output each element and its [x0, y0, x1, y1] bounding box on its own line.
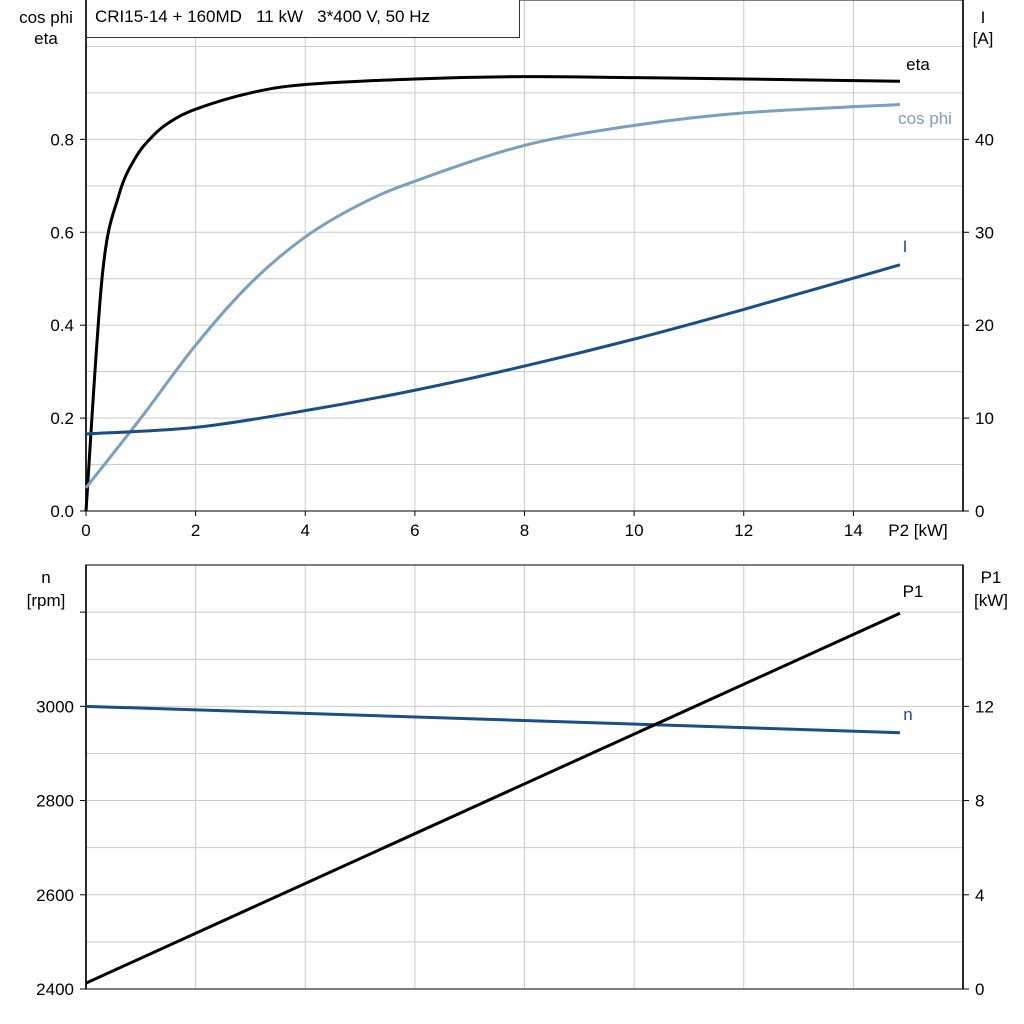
- series-line-eta: [84, 75, 900, 512]
- y-left-axis-label: eta: [34, 29, 58, 48]
- series-line-n: [85, 704, 901, 735]
- y-right-tick-label: 40: [975, 130, 994, 149]
- y-right-axis-label: [kW]: [974, 591, 1008, 610]
- x-tick-label: 0: [81, 521, 90, 540]
- x-tick-label: 4: [301, 521, 310, 540]
- x-tick-label: 8: [520, 521, 529, 540]
- y-left-tick-label: 2600: [36, 886, 74, 905]
- y-left-axis-label: cos phi: [19, 8, 73, 27]
- y-left-axis-label: [rpm]: [27, 591, 66, 610]
- series-line-cos-phi: [84, 103, 901, 489]
- x-tick-label: 6: [410, 521, 419, 540]
- y-right-axis-label: I: [981, 8, 986, 27]
- y-left-tick-label: 2800: [36, 792, 74, 811]
- series-label-n: n: [903, 705, 912, 724]
- x-tick-label: 10: [625, 521, 644, 540]
- y-left-tick-label: 0.6: [50, 223, 74, 242]
- y-left-tick-label: 0.4: [50, 316, 74, 335]
- x-axis-label: P2 [kW]: [888, 521, 948, 540]
- y-right-axis-label: P1: [981, 568, 1002, 587]
- series-label-I: I: [903, 237, 908, 256]
- y-right-tick-label: 12: [975, 697, 994, 716]
- y-right-tick-label: 10: [975, 409, 994, 428]
- series-line-P1: [85, 611, 901, 985]
- y-left-tick-label: 3000: [36, 697, 74, 716]
- y-left-tick-label: 0.2: [50, 409, 74, 428]
- chart-title: CRI15-14 + 160MD 11 kW 3*400 V, 50 Hz: [86, 0, 520, 38]
- y-left-axis-label: n: [41, 568, 50, 587]
- y-right-tick-label: 4: [975, 886, 984, 905]
- y-right-tick-label: 8: [975, 792, 984, 811]
- x-tick-label: 12: [734, 521, 753, 540]
- x-tick-label: 2: [191, 521, 200, 540]
- series-label-eta: eta: [906, 55, 930, 74]
- y-left-tick-label: 0.0: [50, 502, 74, 521]
- y-right-tick-label: 30: [975, 223, 994, 242]
- series-label-P1: P1: [903, 582, 924, 601]
- y-right-tick-label: 0: [975, 980, 984, 999]
- x-tick-label: 14: [844, 521, 863, 540]
- series-line-I: [85, 263, 901, 436]
- y-right-tick-label: 0: [975, 502, 984, 521]
- y-left-tick-label: 2400: [36, 980, 74, 999]
- y-right-axis-label: [A]: [973, 29, 994, 48]
- series-label-cos-phi: cos phi: [898, 109, 952, 128]
- y-left-tick-label: 0.8: [50, 130, 74, 149]
- y-right-tick-label: 20: [975, 316, 994, 335]
